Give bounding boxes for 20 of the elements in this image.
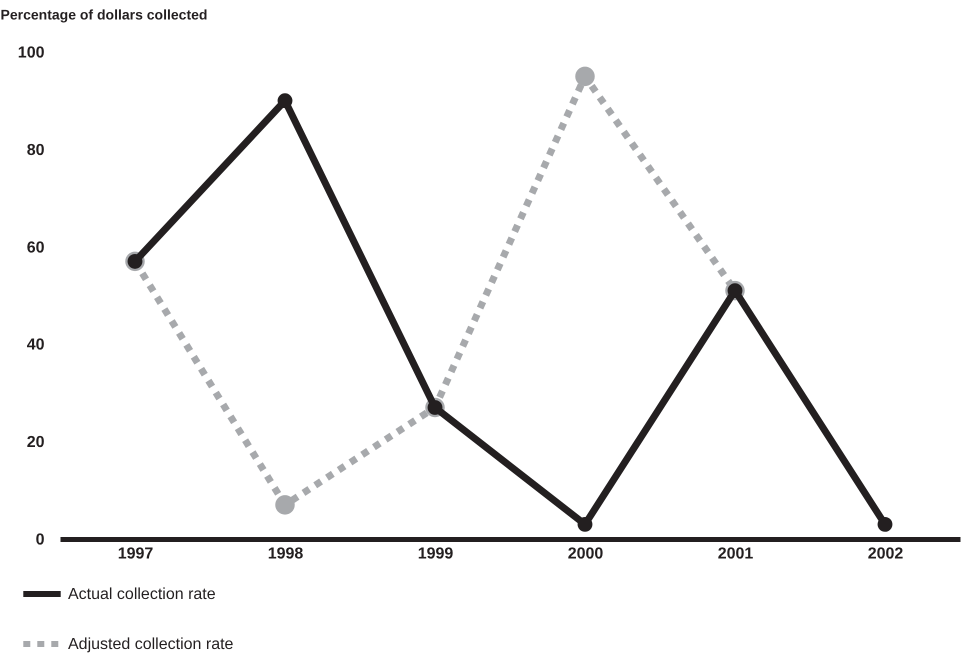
point — [278, 93, 292, 108]
y-tick-label: 60 — [26, 239, 45, 256]
y-tick-label: 40 — [26, 336, 45, 354]
legend-label: Actual collection rate — [68, 586, 216, 603]
legend-label: Adjusted collection rate — [68, 636, 234, 653]
x-tick-label: 2002 — [868, 546, 904, 562]
x-tick-label: 1997 — [118, 546, 154, 562]
x-tick-label: 1999 — [418, 546, 454, 562]
y-tick-label: 100 — [18, 44, 45, 62]
y-tick-label: 80 — [26, 142, 45, 159]
x-tick-label: 1998 — [268, 546, 304, 562]
x-tick-label: 2001 — [718, 546, 754, 562]
point — [878, 516, 892, 532]
point — [578, 516, 592, 532]
y-axis-title: Percentage of dollars collected — [0, 6, 208, 22]
y-tick-label: 20 — [26, 434, 45, 452]
point — [575, 66, 595, 86]
x-tick-label: 2000 — [568, 546, 604, 562]
point — [275, 495, 295, 515]
y-tick-label: 0 — [36, 532, 45, 548]
